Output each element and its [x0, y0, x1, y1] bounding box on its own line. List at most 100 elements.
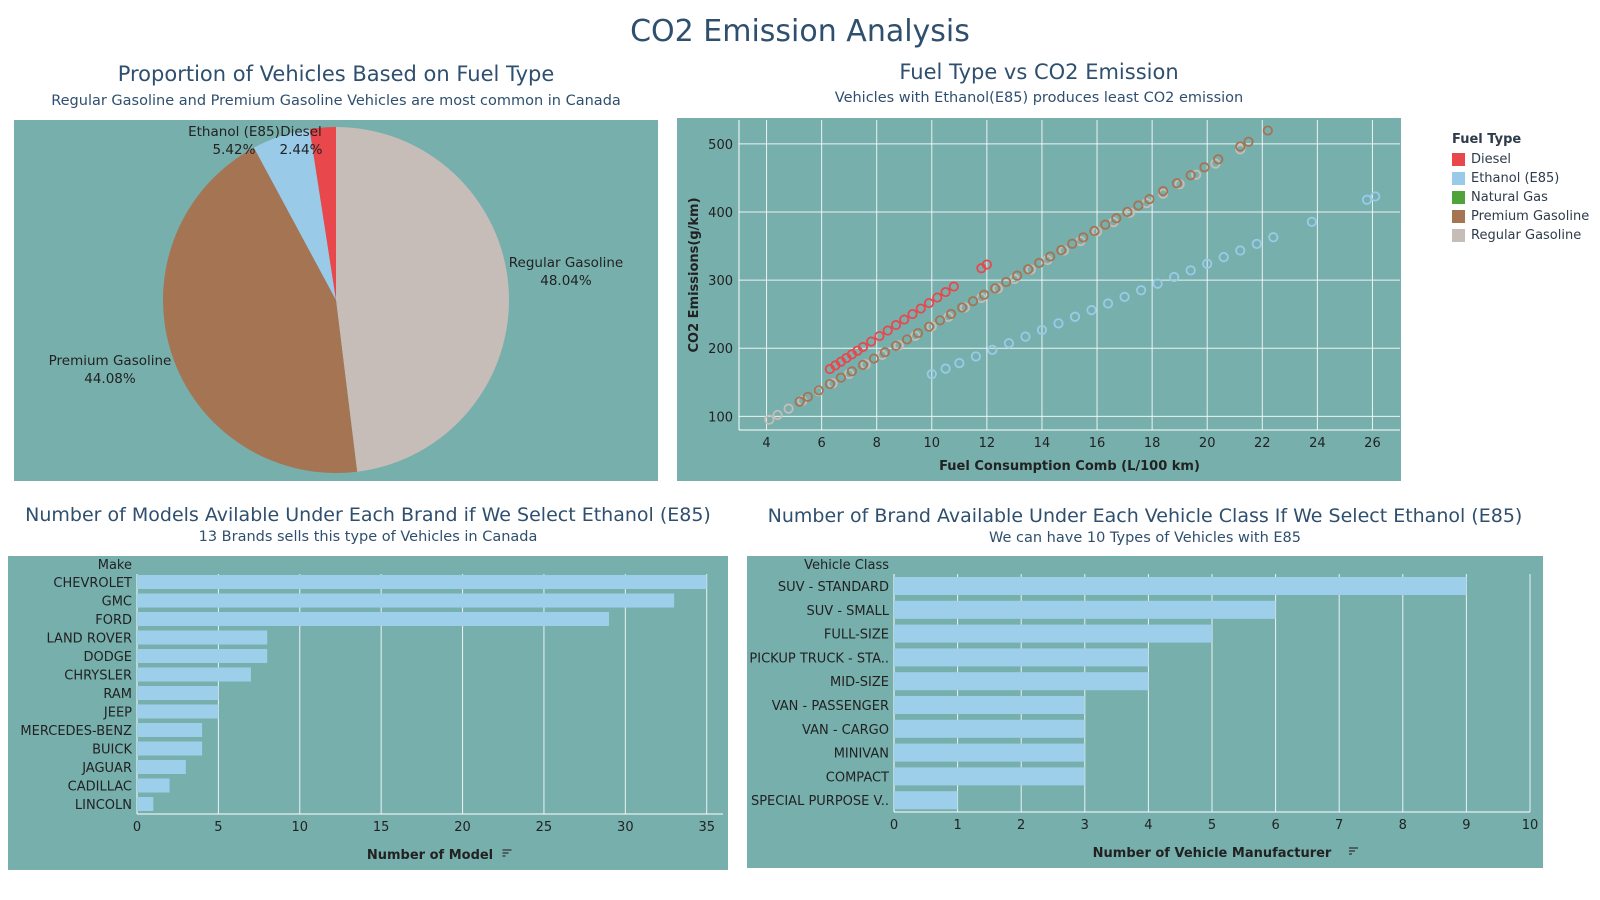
- legend-swatch-premium-gasoline: [1452, 210, 1465, 223]
- class-chart-panel: 0 1 2 3 4 5 6 7 8 9 10 Vehicle Class SUV - STANDARD S…: [747, 556, 1543, 868]
- legend-item-natural-gas[interactable]: Natural Gas: [1452, 188, 1589, 207]
- make-sort-icon: [502, 849, 512, 857]
- class-x-tick-label: 7: [1335, 818, 1343, 833]
- pie-chart-panel: Regular Gasoline 48.04% Premium Gasoline 44…: [14, 120, 658, 481]
- legend-label-diesel: Diesel: [1471, 152, 1512, 167]
- scatter-point-premium-gasoline: [1023, 264, 1034, 275]
- scatter-point-diesel: [866, 336, 877, 347]
- class-bar-suv-small: [894, 600, 1276, 619]
- pie-slice-premium-gasoline: [162, 147, 358, 473]
- class-category-label: FULL-SIZE: [824, 628, 889, 643]
- make-bar-chevrolet: [137, 575, 707, 589]
- scatter-point-regular-gasoline: [877, 349, 888, 360]
- scatter-x-tick-label: 10: [924, 436, 941, 451]
- legend-item-ethanol[interactable]: Ethanol (E85): [1452, 169, 1589, 188]
- class-x-tick-label: 3: [1081, 818, 1089, 833]
- scatter-x-tick-label: 16: [1089, 436, 1106, 451]
- scatter-point-diesel: [882, 325, 893, 336]
- scatter-point-premium-gasoline: [990, 283, 1001, 294]
- scatter-point-ethanol-e85: [1036, 324, 1048, 336]
- make-category-label: RAM: [103, 687, 132, 702]
- make-category-label: CHEVROLET: [53, 576, 132, 591]
- legend-label-natural-gas: Natural Gas: [1471, 190, 1548, 205]
- scatter-point-premium-gasoline: [1001, 276, 1012, 288]
- scatter-point-ethanol-e85: [954, 357, 965, 369]
- make-row-header: Make: [98, 558, 132, 573]
- make-x-tick-label: 10: [292, 820, 309, 835]
- class-bar-chart: 0 1 2 3 4 5 6 7 8 9 10 Vehicle Class SUV - STANDARD S…: [749, 558, 1538, 861]
- scatter-point-premium-gasoline: [1133, 200, 1144, 211]
- scatter-point-premium-gasoline: [912, 327, 924, 339]
- scatter-point-ethanol-e85: [1053, 318, 1064, 329]
- legend-item-regular-gasoline[interactable]: Regular Gasoline: [1452, 226, 1589, 245]
- make-category-label: CHRYSLER: [64, 669, 132, 684]
- class-bar-mid-size: [894, 672, 1149, 691]
- scatter-x-tick-label: 8: [873, 436, 881, 451]
- scatter-chart-panel: 4 6 8 10 12 14 16 18 20 22 24 26 100 200 300 400 500 Fuel…: [677, 118, 1401, 481]
- scatter-point-regular-gasoline: [844, 368, 855, 379]
- scatter-y-tick-label: 300: [708, 274, 733, 289]
- class-category-label: PICKUP TRUCK - STA..: [749, 651, 889, 666]
- scatter-point-ethanol-e85: [1202, 258, 1213, 269]
- scatter-point-premium-gasoline: [1067, 238, 1078, 249]
- scatter-point-diesel: [940, 286, 951, 298]
- make-category-label: DODGE: [83, 650, 132, 665]
- scatter-point-regular-gasoline: [943, 311, 954, 323]
- legend-item-premium-gasoline[interactable]: Premium Gasoline: [1452, 207, 1589, 226]
- make-chart-subtitle: 13 Brands sells this type of Vehicles in…: [198, 529, 538, 545]
- class-category-label: SPECIAL PURPOSE V..: [751, 794, 889, 809]
- class-bar-suv-standard: [894, 577, 1467, 595]
- scatter-point-premium-gasoline: [1078, 232, 1089, 243]
- fuel-type-legend[interactable]: Fuel Type Diesel Ethanol (E85) Natural G…: [1452, 132, 1589, 245]
- make-bar-mercedes-benz: [137, 723, 203, 737]
- make-category-label: MERCEDES-BENZ: [20, 724, 132, 739]
- scatter-point-premium-gasoline: [1111, 213, 1122, 224]
- pie-label-premium-gasoline: Premium Gasoline: [49, 353, 172, 369]
- scatter-x-tick-label: 18: [1144, 436, 1161, 451]
- make-category-label: JAGUAR: [81, 761, 132, 776]
- legend-item-diesel[interactable]: Diesel: [1452, 150, 1589, 169]
- make-bar-chart: 0 5 10 15 20 25 30 35 Make CHEVROLET GMC FORD LAND R…: [20, 558, 723, 863]
- make-category-label: JEEP: [103, 706, 132, 721]
- class-chart-subtitle: We can have 10 Types of Vehicles with E8…: [989, 530, 1301, 546]
- make-x-axis-label: Number of Model: [367, 848, 493, 863]
- class-x-tick-label: 9: [1462, 818, 1470, 833]
- scatter-x-tick-label: 24: [1309, 436, 1326, 451]
- make-bar-chrysler: [137, 667, 251, 682]
- scatter-point-premium-gasoline: [835, 372, 847, 383]
- scatter-point-regular-gasoline: [783, 403, 794, 414]
- pie-chart-title: Proportion of Vehicles Based on Fuel Typ…: [117, 62, 555, 86]
- scatter-point-premium-gasoline: [1171, 178, 1183, 189]
- scatter-chart-title: Fuel Type vs CO2 Emission: [899, 60, 1179, 84]
- class-bar-van-passenger: [894, 696, 1085, 714]
- scatter-point-ethanol-e85: [1086, 305, 1097, 316]
- scatter-point-diesel: [981, 259, 992, 270]
- make-x-tick-label: 35: [698, 820, 715, 835]
- pie-slice-ethanol-e85: [253, 129, 336, 300]
- scatter-point-premium-gasoline: [813, 385, 824, 396]
- scatter-point-premium-gasoline: [857, 359, 869, 371]
- class-x-tick-label: 1: [953, 818, 961, 833]
- scatter-point-premium-gasoline: [802, 391, 813, 402]
- pie-value-regular-gasoline: 48.04%: [540, 273, 592, 289]
- scatter-point-premium-gasoline: [923, 321, 935, 332]
- make-bar-ford: [137, 612, 610, 626]
- scatter-point-premium-gasoline: [824, 378, 835, 390]
- make-x-tick-label: 20: [454, 820, 471, 835]
- scatter-x-tick-label: 4: [762, 436, 770, 451]
- class-category-label: MINIVAN: [834, 747, 889, 762]
- scatter-point-premium-gasoline: [1089, 225, 1100, 237]
- class-category-label: SUV - SMALL: [807, 604, 890, 619]
- scatter-point-diesel: [923, 297, 935, 309]
- scatter-x-tick-label: 22: [1254, 436, 1271, 451]
- scatter-point-ethanol-e85: [1218, 252, 1229, 263]
- scatter-point-premium-gasoline: [1235, 141, 1246, 152]
- scatter-x-tick-label: 14: [1034, 436, 1051, 451]
- make-bar-gmc: [137, 593, 675, 608]
- scatter-point-premium-gasoline: [1158, 186, 1169, 197]
- scatter-y-tick-label: 500: [708, 138, 733, 153]
- class-x-tick-label: 6: [1271, 818, 1279, 833]
- scatter-point-premium-gasoline: [1100, 219, 1111, 230]
- make-bar-land-rover: [137, 630, 268, 645]
- scatter-point-premium-gasoline: [1012, 270, 1023, 281]
